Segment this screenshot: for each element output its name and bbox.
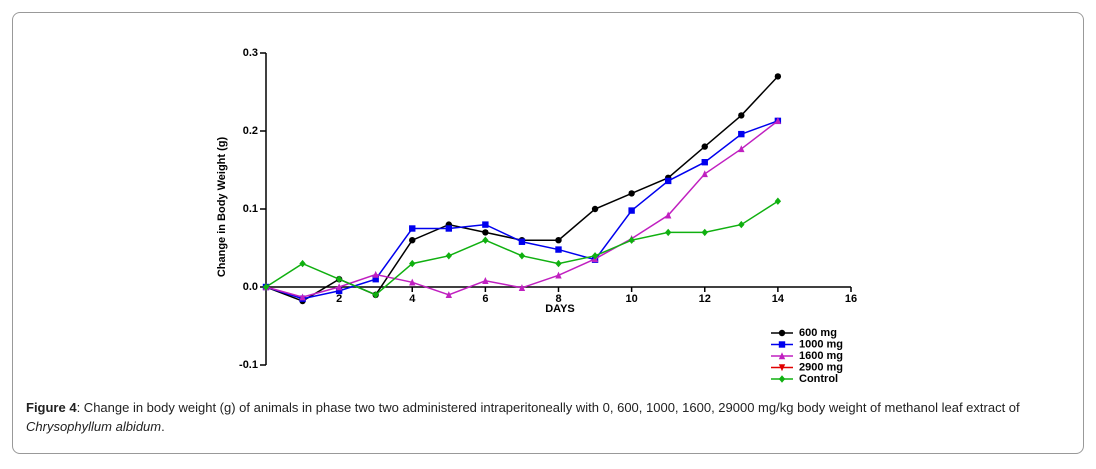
x-tick-label: 10	[626, 293, 638, 305]
point	[409, 259, 416, 268]
point	[518, 284, 526, 291]
y-tick-label: 0.1	[243, 203, 258, 215]
y-axis-label: Change in Body Weight (g)	[216, 136, 228, 277]
point	[409, 278, 416, 286]
point	[591, 205, 599, 213]
point	[335, 283, 343, 291]
point	[664, 228, 672, 237]
x-tick-label: 12	[699, 293, 711, 305]
legend-marker	[778, 329, 786, 337]
point	[591, 252, 599, 260]
point	[664, 211, 672, 219]
x-tick-label: 8	[555, 293, 561, 305]
series-line	[265, 75, 779, 302]
y-tick-label: 0.2	[243, 125, 258, 137]
legend-label: 2900 mg	[799, 361, 843, 373]
figure-frame	[12, 12, 1084, 454]
legend-marker	[778, 364, 786, 372]
point	[335, 287, 343, 295]
point	[738, 130, 745, 138]
point	[701, 143, 708, 150]
legend-marker	[778, 352, 786, 360]
point	[701, 170, 708, 178]
point	[482, 277, 489, 284]
chart: Change in Body Weight (g) DAYS -0.1 0.0 0.…	[216, 47, 857, 385]
caption-end: .	[161, 419, 165, 434]
point	[299, 293, 306, 301]
point	[555, 271, 562, 279]
point	[701, 159, 708, 166]
point	[664, 177, 672, 185]
series-line	[265, 200, 779, 296]
point	[445, 225, 453, 232]
point	[372, 270, 379, 278]
point	[738, 112, 745, 119]
x-tick-label: 4	[409, 293, 416, 305]
point	[555, 246, 562, 253]
point	[372, 276, 379, 283]
caption-species: Chrysophyllum albidum	[26, 419, 162, 434]
x-axis-label: DAYS	[545, 303, 575, 315]
point	[445, 252, 453, 260]
point	[628, 236, 635, 244]
point	[482, 229, 489, 236]
legend-marker	[778, 341, 786, 348]
point	[701, 228, 708, 237]
point	[409, 225, 416, 232]
point	[555, 237, 562, 244]
legend-label: 600 mg	[799, 327, 837, 339]
point	[628, 207, 635, 214]
x-tick-label: 14	[772, 293, 785, 305]
legend-label: Control	[799, 373, 838, 385]
x-tick-label: 6	[482, 293, 488, 305]
series-line	[265, 120, 779, 298]
point	[774, 73, 782, 80]
legend-marker	[778, 375, 786, 383]
legend-label: 1600 mg	[799, 350, 843, 362]
point	[628, 190, 635, 197]
point	[555, 259, 562, 268]
point	[482, 236, 489, 244]
point	[738, 145, 745, 153]
caption: Figure 4: Change in body weight (g) of a…	[26, 398, 1076, 436]
y-tick-label: 0.0	[243, 281, 258, 293]
point	[335, 275, 343, 283]
point	[774, 197, 782, 205]
caption-text: : Change in body weight (g) of animals i…	[76, 400, 1020, 415]
figure-label: Figure 4	[26, 400, 77, 415]
point	[409, 237, 416, 244]
point	[518, 252, 526, 260]
series-line	[265, 120, 779, 300]
point	[482, 221, 489, 228]
point	[738, 220, 745, 229]
x-tick-label: 16	[845, 293, 857, 305]
y-tick-label: -0.1	[239, 359, 258, 371]
legend-label: 1000 mg	[799, 338, 843, 350]
point	[518, 238, 526, 245]
point	[299, 259, 306, 268]
point	[372, 291, 379, 299]
point	[445, 291, 453, 298]
point	[262, 283, 270, 291]
point	[774, 117, 782, 125]
x-tick-label: 2	[336, 293, 342, 305]
y-tick-label: 0.3	[243, 47, 258, 59]
